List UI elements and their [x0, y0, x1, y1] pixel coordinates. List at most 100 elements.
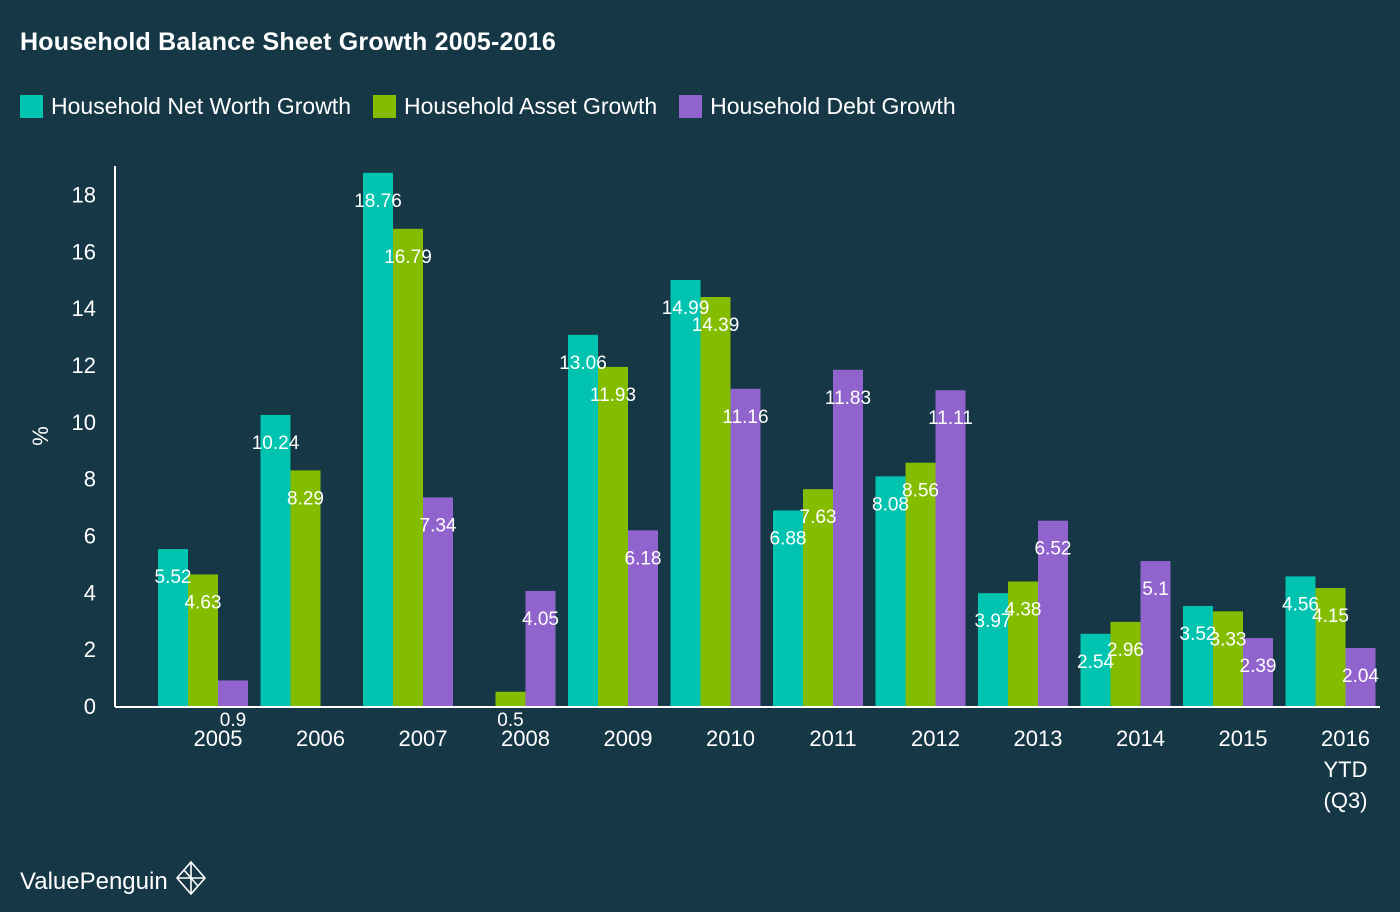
bar — [218, 680, 248, 706]
bar — [568, 334, 598, 706]
bar — [700, 297, 731, 706]
bar — [730, 388, 761, 706]
bar — [260, 414, 291, 706]
bar — [628, 530, 658, 706]
bar — [423, 497, 453, 706]
data-label: 6.88 — [770, 528, 807, 549]
x-tick-label: 2014 — [1116, 726, 1165, 751]
data-label: 18.76 — [354, 191, 402, 212]
brand-footer: ValuePenguin — [20, 860, 208, 903]
y-tick-label: 14 — [72, 296, 96, 321]
data-label: 14.99 — [662, 298, 710, 319]
legend-swatch-net-worth — [20, 95, 43, 118]
x-tick-label: 2009 — [604, 726, 653, 751]
bar — [393, 228, 423, 706]
valuepenguin-logo-icon — [174, 860, 208, 903]
y-tick-label: 4 — [84, 580, 96, 605]
data-label: 4.56 — [1282, 594, 1319, 615]
bar — [1038, 520, 1068, 706]
bar — [1183, 605, 1213, 706]
bar — [803, 489, 833, 706]
legend-item-debt: Household Debt Growth — [679, 93, 956, 120]
bar — [978, 593, 1008, 706]
x-tick-label: (Q3) — [1324, 788, 1368, 813]
data-label: 4.38 — [1005, 600, 1042, 621]
data-label: 6.18 — [625, 548, 662, 569]
y-tick-label: 8 — [84, 467, 96, 492]
data-label: 8.08 — [872, 494, 909, 515]
bar — [1285, 576, 1316, 706]
data-label: 2.39 — [1240, 656, 1277, 677]
data-label: 3.97 — [975, 611, 1012, 632]
bar — [525, 590, 556, 706]
data-label: 16.79 — [384, 247, 432, 268]
bar — [1110, 621, 1141, 706]
bar — [1315, 588, 1346, 706]
bar — [935, 390, 966, 706]
y-tick-label: 10 — [72, 410, 96, 435]
data-label: 8.29 — [287, 488, 324, 509]
bar — [495, 691, 526, 706]
data-label: 13.06 — [559, 353, 607, 374]
legend-swatch-debt — [679, 95, 703, 118]
data-label: 2.96 — [1107, 640, 1144, 661]
data-label: 0.5 — [497, 710, 523, 731]
bar — [1243, 638, 1273, 706]
data-label: 2.54 — [1077, 652, 1114, 673]
x-tick-label: 2012 — [911, 726, 960, 751]
legend-swatch-asset — [373, 95, 396, 118]
data-label: 4.05 — [522, 609, 559, 630]
legend-label-asset: Household Asset Growth — [404, 93, 658, 119]
x-tick-label: 2008 — [501, 726, 550, 751]
bar — [1345, 648, 1376, 706]
legend-label-debt: Household Debt Growth — [710, 93, 956, 119]
bar — [1080, 633, 1111, 706]
data-label: 6.52 — [1035, 539, 1072, 560]
bar — [773, 510, 803, 706]
bar — [290, 470, 321, 706]
data-label: 11.16 — [722, 407, 768, 428]
x-tick-label: YTD — [1324, 757, 1368, 782]
y-axis-title: % — [28, 426, 53, 446]
data-label: 10.24 — [252, 433, 300, 454]
y-tick-label: 16 — [72, 239, 96, 264]
data-label: 11.11 — [928, 408, 973, 429]
x-tick-label: 2010 — [706, 726, 755, 751]
data-label: 4.63 — [185, 592, 222, 613]
bar — [670, 279, 701, 706]
x-tick-label: 2005 — [194, 726, 243, 751]
bar — [363, 172, 393, 707]
x-tick-label: 2016 — [1321, 726, 1370, 751]
x-tick-label: 2013 — [1014, 726, 1063, 751]
bar — [188, 574, 218, 706]
x-tick-label: 2006 — [296, 726, 345, 751]
chart-title: Household Balance Sheet Growth 2005-2016 — [20, 28, 556, 56]
data-label: 11.83 — [825, 388, 871, 409]
bar — [875, 476, 906, 706]
bar — [1140, 561, 1171, 706]
data-label: 2.04 — [1342, 666, 1379, 687]
data-label: 11.93 — [590, 385, 636, 406]
y-tick-label: 12 — [72, 353, 96, 378]
legend-item-net-worth: Household Net Worth Growth — [20, 93, 351, 120]
chart-legend: Household Net Worth Growth Household Ass… — [20, 93, 978, 120]
legend-label-net-worth: Household Net Worth Growth — [51, 93, 351, 119]
data-label: 3.33 — [1210, 629, 1247, 650]
data-label: 5.52 — [155, 567, 192, 588]
y-tick-label: 0 — [84, 694, 96, 719]
x-tick-label: 2015 — [1219, 726, 1268, 751]
x-tick-label: 2011 — [809, 726, 856, 751]
legend-item-asset: Household Asset Growth — [373, 93, 657, 120]
data-label: 7.63 — [800, 507, 837, 528]
bar — [905, 462, 936, 706]
data-label: 7.34 — [420, 515, 457, 536]
data-label: 14.39 — [692, 315, 740, 336]
data-label: 5.1 — [1142, 579, 1168, 600]
bar — [1213, 611, 1243, 706]
y-tick-label: 6 — [84, 523, 96, 548]
brand-name: ValuePenguin — [20, 867, 168, 895]
data-label: 8.56 — [902, 481, 939, 502]
bar — [158, 549, 188, 706]
y-tick-label: 2 — [84, 637, 96, 662]
